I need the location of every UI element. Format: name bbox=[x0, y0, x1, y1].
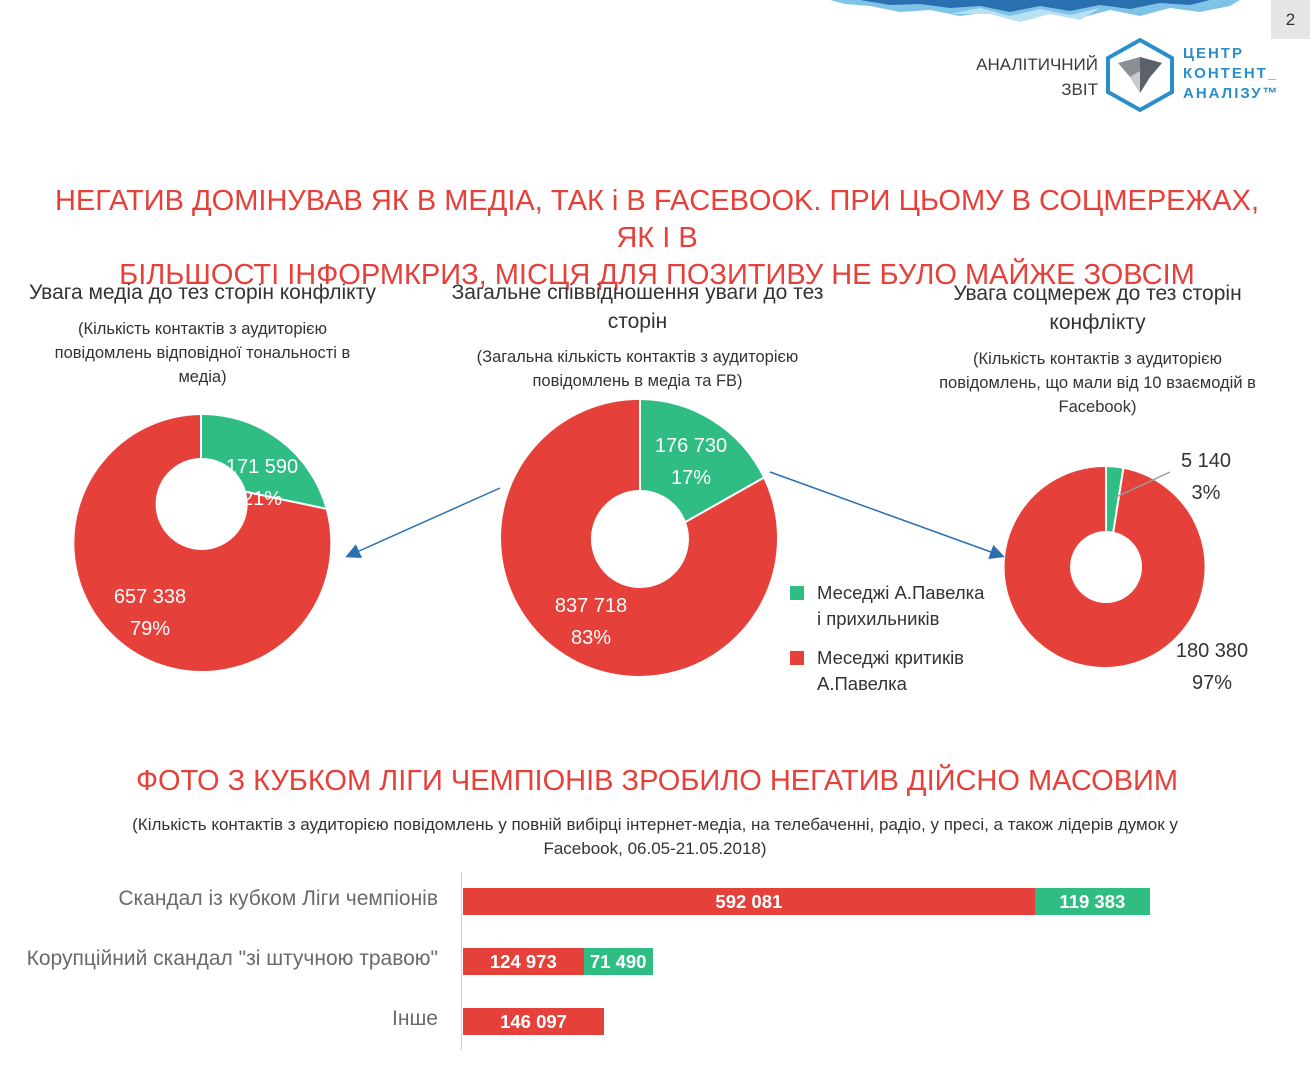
brand-line1: ЦЕНТР bbox=[1183, 45, 1244, 62]
arrow-to-media-icon bbox=[345, 487, 501, 558]
media-chart-title: Увага медіа до тез сторін конфлікту bbox=[29, 281, 376, 304]
total-chart-subtitle: (Загальна кількість контактів з аудиторі… bbox=[476, 348, 799, 390]
donut-media-negative-slice bbox=[72, 412, 333, 673]
bar-chart-axis bbox=[461, 872, 462, 1050]
bar-row-1: 124 973 71 490 bbox=[463, 948, 653, 975]
total-positive-label: 176 730 17% bbox=[643, 430, 739, 494]
legend-text-positive: Меседжі А.Павелка і прихильників bbox=[817, 580, 984, 632]
bar-1-negative: 124 973 bbox=[463, 948, 584, 975]
donut-media-positive-slice bbox=[200, 412, 329, 511]
decorative-header-waves bbox=[830, 0, 1240, 22]
bar-0-positive: 119 383 bbox=[1034, 888, 1150, 915]
legend: Меседжі А.Павелка і прихильників Меседжі… bbox=[790, 580, 1010, 697]
media-positive-label: 171 590 21% bbox=[214, 451, 310, 515]
social-negative-value: 180 380 bbox=[1175, 640, 1249, 662]
brand-name: ЦЕНТР КОНТЕНТ_ АНАЛІЗУ™ bbox=[1183, 44, 1280, 104]
legend-negative-line2: А.Павелка bbox=[817, 673, 907, 694]
media-negative-value: 657 338 bbox=[113, 586, 187, 608]
bars-subtitle-line2: Facebook, 06.05-21.05.2018) bbox=[543, 839, 767, 858]
donut-social-negative-slice bbox=[1002, 464, 1207, 669]
report-type-label: АНАЛІТИЧНИЙ ЗВІТ bbox=[960, 52, 1098, 102]
headline-main: НЕГАТИВ ДОМІНУВАВ ЯК В МЕДІА, ТАК і В FA… bbox=[40, 183, 1274, 294]
media-positive-pct: 21% bbox=[241, 488, 283, 510]
brand-logo-icon bbox=[1106, 37, 1174, 113]
arrow-to-social-icon bbox=[769, 471, 1005, 559]
legend-negative-line1: Меседжі критиків bbox=[817, 647, 965, 668]
bars-subtitle-line1: (Кількість контактів з аудиторією повідо… bbox=[132, 815, 1178, 834]
bar-category-label-1: Корупційний скандал "зі штучною травою" bbox=[26, 947, 438, 970]
social-positive-pct: 3% bbox=[1191, 482, 1221, 504]
bar-category-label-0: Скандал із кубком Ліги чемпіонів bbox=[118, 887, 438, 910]
legend-positive-line2: і прихильників bbox=[817, 608, 940, 629]
headline-secondary: ФОТО З КУБКОМ ЛІГИ ЧЕМПІОНІВ ЗРОБИЛО НЕГ… bbox=[135, 765, 1179, 797]
legend-item-negative: Меседжі критиків А.Павелка bbox=[790, 645, 1010, 697]
social-leader-line bbox=[1113, 471, 1171, 499]
donut-social-positive-slice bbox=[1105, 464, 1125, 534]
total-negative-pct: 83% bbox=[570, 627, 612, 649]
total-positive-pct: 17% bbox=[670, 467, 712, 489]
legend-swatch-positive bbox=[790, 586, 804, 600]
social-chart-subtitle: (Кількість контактів з аудиторією повідо… bbox=[939, 350, 1256, 416]
social-negative-pct: 97% bbox=[1191, 672, 1233, 694]
bar-row-0: 592 081 119 383 bbox=[463, 888, 1150, 915]
legend-positive-line1: Меседжі А.Павелка bbox=[817, 582, 985, 603]
headline-main-line1: НЕГАТИВ ДОМІНУВАВ ЯК В МЕДІА, ТАК і В FA… bbox=[54, 185, 1260, 254]
page-number: 2 bbox=[1271, 0, 1310, 39]
total-positive-value: 176 730 bbox=[654, 435, 728, 457]
headline-main-line2: БІЛЬШОСТІ ІНФОРМКРИЗ, МІСЦЯ ДЛЯ ПОЗИТИВУ… bbox=[119, 259, 1195, 291]
social-negative-label: 180 380 97% bbox=[1163, 635, 1261, 699]
bars-subtitle: (Кількість контактів з аудиторією повідо… bbox=[60, 813, 1250, 861]
donut-total-negative-slice bbox=[499, 397, 779, 678]
bar-row-2: 146 097 bbox=[463, 1008, 605, 1035]
media-chart-subtitle: (Кількість контактів з аудиторією повідо… bbox=[54, 320, 351, 386]
bar-0-negative: 592 081 bbox=[463, 888, 1035, 915]
report-label-line1: АНАЛІТИЧНИЙ bbox=[976, 55, 1098, 74]
legend-swatch-negative bbox=[790, 651, 804, 665]
brand-line3: АНАЛІЗУ™ bbox=[1183, 85, 1280, 102]
social-positive-label: 5 140 3% bbox=[1165, 445, 1247, 509]
legend-text-negative: Меседжі критиків А.Павелка bbox=[817, 645, 964, 697]
report-label-line2: ЗВІТ bbox=[1061, 80, 1098, 99]
media-positive-value: 171 590 bbox=[225, 456, 299, 478]
media-negative-label: 657 338 79% bbox=[102, 581, 198, 645]
donut-total-positive-slice bbox=[639, 397, 766, 524]
brand-line2: КОНТЕНТ_ bbox=[1183, 65, 1279, 82]
social-positive-value: 5 140 bbox=[1180, 450, 1232, 472]
social-chart-title: Увага соцмереж до тез сторін конфлікту bbox=[953, 282, 1242, 334]
bar-2-negative: 146 097 bbox=[463, 1008, 605, 1035]
total-negative-label: 837 718 83% bbox=[543, 590, 639, 654]
legend-item-positive: Меседжі А.Павелка і прихильників bbox=[790, 580, 1010, 632]
bar-1-positive: 71 490 bbox=[583, 948, 653, 975]
total-chart-title: Загальне співвідношення уваги до тез сто… bbox=[451, 281, 824, 333]
total-negative-value: 837 718 bbox=[554, 595, 628, 617]
media-negative-pct: 79% bbox=[129, 618, 171, 640]
bar-category-label-2: Інше bbox=[392, 1007, 438, 1030]
